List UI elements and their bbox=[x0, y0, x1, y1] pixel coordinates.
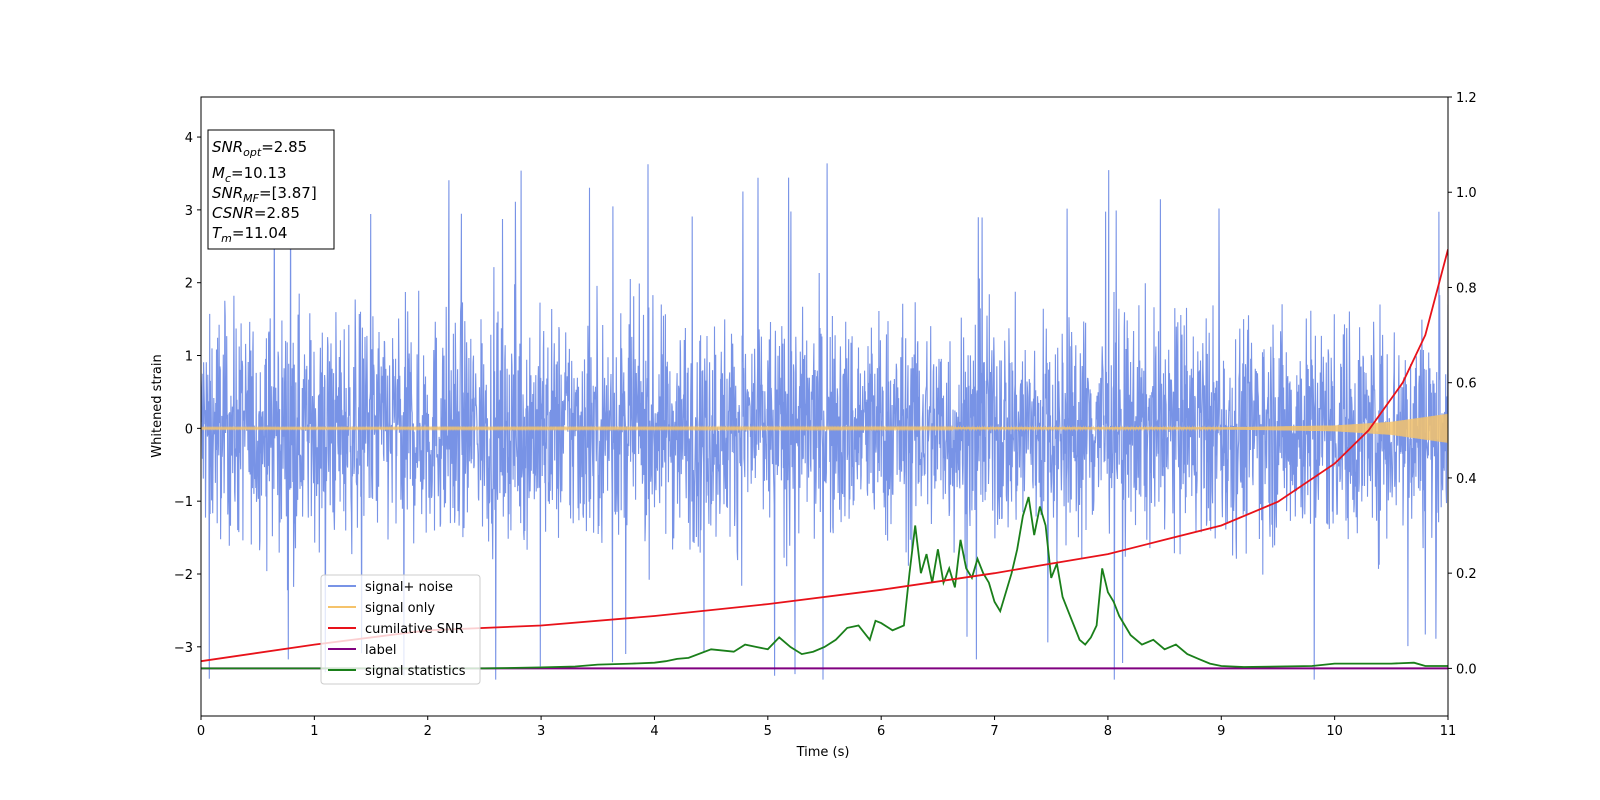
x-tick-label: 1 bbox=[310, 724, 318, 739]
info-snr-opt: SNRopt=2.85 bbox=[212, 138, 307, 159]
y2-tick-label: 0.8 bbox=[1456, 281, 1477, 296]
info-mc: Mc=10.13 bbox=[212, 164, 287, 185]
y2-tick-label: 0.6 bbox=[1456, 377, 1477, 392]
y2-tick-label: 0.2 bbox=[1456, 567, 1477, 582]
legend-label-cumulative-snr: cumilative SNR bbox=[365, 622, 464, 637]
y-tick-label: 0 bbox=[185, 422, 193, 437]
info-snr-mf: SNRMF=[3.87] bbox=[212, 184, 317, 205]
info-box: SNRopt=2.85 Mc=10.13 SNRMF=[3.87] CSNR=2… bbox=[207, 129, 335, 250]
series-signal-noise bbox=[201, 160, 1448, 680]
series-cumulative-snr bbox=[201, 249, 1448, 663]
x-tick-label: 8 bbox=[1104, 724, 1112, 739]
series-signal-statistics bbox=[201, 496, 1448, 670]
x-tick-label: 9 bbox=[1217, 724, 1225, 739]
tick-layer: 0 1 2 3 4 5 6 7 8 9 10 11 −3 −2 −1 0 1 2 3 4 0.0 0.2 0.4 0.6 0.8… bbox=[174, 91, 1477, 739]
x-tick-label: 6 bbox=[877, 724, 885, 739]
y-axis-label: Whitened strain bbox=[150, 354, 165, 457]
info-box-frame bbox=[207, 129, 335, 250]
x-tick-label: 4 bbox=[650, 724, 658, 739]
legend-frame bbox=[320, 574, 481, 685]
x-tick-label: 10 bbox=[1326, 724, 1343, 739]
y2-tick-label: 1.0 bbox=[1456, 186, 1477, 201]
y-tick-label: 4 bbox=[185, 131, 193, 146]
axes-frame bbox=[200, 96, 1449, 717]
legend-label-signal-noise: signal+ noise bbox=[365, 580, 453, 595]
y-tick-label: 3 bbox=[185, 204, 193, 219]
y2-tick-label: 0.4 bbox=[1456, 472, 1477, 487]
y2-tick-label: 0.0 bbox=[1456, 662, 1477, 677]
y-tick-label: −1 bbox=[174, 495, 193, 510]
x-tick-label: 5 bbox=[764, 724, 772, 739]
x-tick-label: 0 bbox=[197, 724, 205, 739]
info-csnr: CSNR=2.85 bbox=[212, 204, 300, 222]
series-signal-only bbox=[201, 413, 1448, 443]
legend-label-signal-only: signal only bbox=[365, 601, 435, 616]
legend: signal+ noise signal only cumilative SNR… bbox=[320, 574, 481, 685]
x-axis-label: Time (s) bbox=[796, 745, 850, 760]
legend-label-signal-statistics: signal statistics bbox=[365, 664, 466, 679]
y-tick-label: −2 bbox=[174, 568, 193, 583]
x-tick-label: 7 bbox=[990, 724, 998, 739]
x-tick-label: 2 bbox=[424, 724, 432, 739]
x-tick-label: 11 bbox=[1440, 724, 1457, 739]
y2-tick-label: 1.2 bbox=[1456, 91, 1477, 106]
y-tick-label: −3 bbox=[174, 641, 193, 656]
info-tm: Tm=11.04 bbox=[212, 224, 287, 245]
x-tick-label: 3 bbox=[537, 724, 545, 739]
y-tick-label: 2 bbox=[185, 277, 193, 292]
y-tick-label: 1 bbox=[185, 350, 193, 365]
legend-label-label: label bbox=[365, 643, 396, 658]
